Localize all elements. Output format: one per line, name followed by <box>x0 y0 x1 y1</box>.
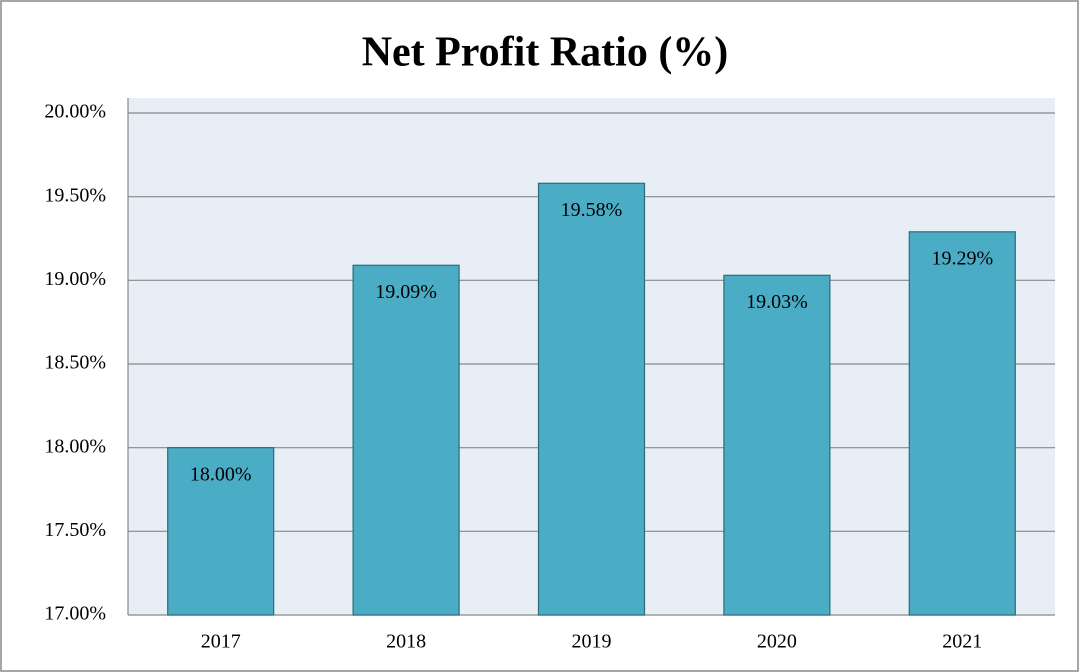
data-label: 18.00% <box>190 463 252 485</box>
data-label: 19.29% <box>931 247 993 269</box>
x-tick-label: 2017 <box>201 631 241 653</box>
data-label: 19.09% <box>375 281 437 303</box>
x-tick-label: 2019 <box>572 631 612 653</box>
x-tick-label: 2020 <box>757 631 797 653</box>
y-tick-label: 20.00% <box>44 101 106 123</box>
bar <box>167 447 275 616</box>
bar <box>908 231 1016 616</box>
x-tick-label: 2018 <box>386 631 426 653</box>
bar <box>537 182 646 616</box>
y-tick-label: 19.50% <box>44 184 106 206</box>
data-label: 19.58% <box>561 199 623 221</box>
y-tick-label: 17.50% <box>44 519 106 541</box>
y-tick-label: 18.50% <box>44 352 106 374</box>
y-tick-label: 19.00% <box>44 268 106 290</box>
chart-title: Net Profit Ratio (%) <box>362 30 729 76</box>
y-tick-label: 17.00% <box>44 603 106 625</box>
x-tick-label: 2021 <box>942 631 982 653</box>
data-label: 19.03% <box>746 291 808 313</box>
bar <box>723 274 831 616</box>
y-tick-label: 18.00% <box>44 435 106 457</box>
bar <box>352 264 460 616</box>
